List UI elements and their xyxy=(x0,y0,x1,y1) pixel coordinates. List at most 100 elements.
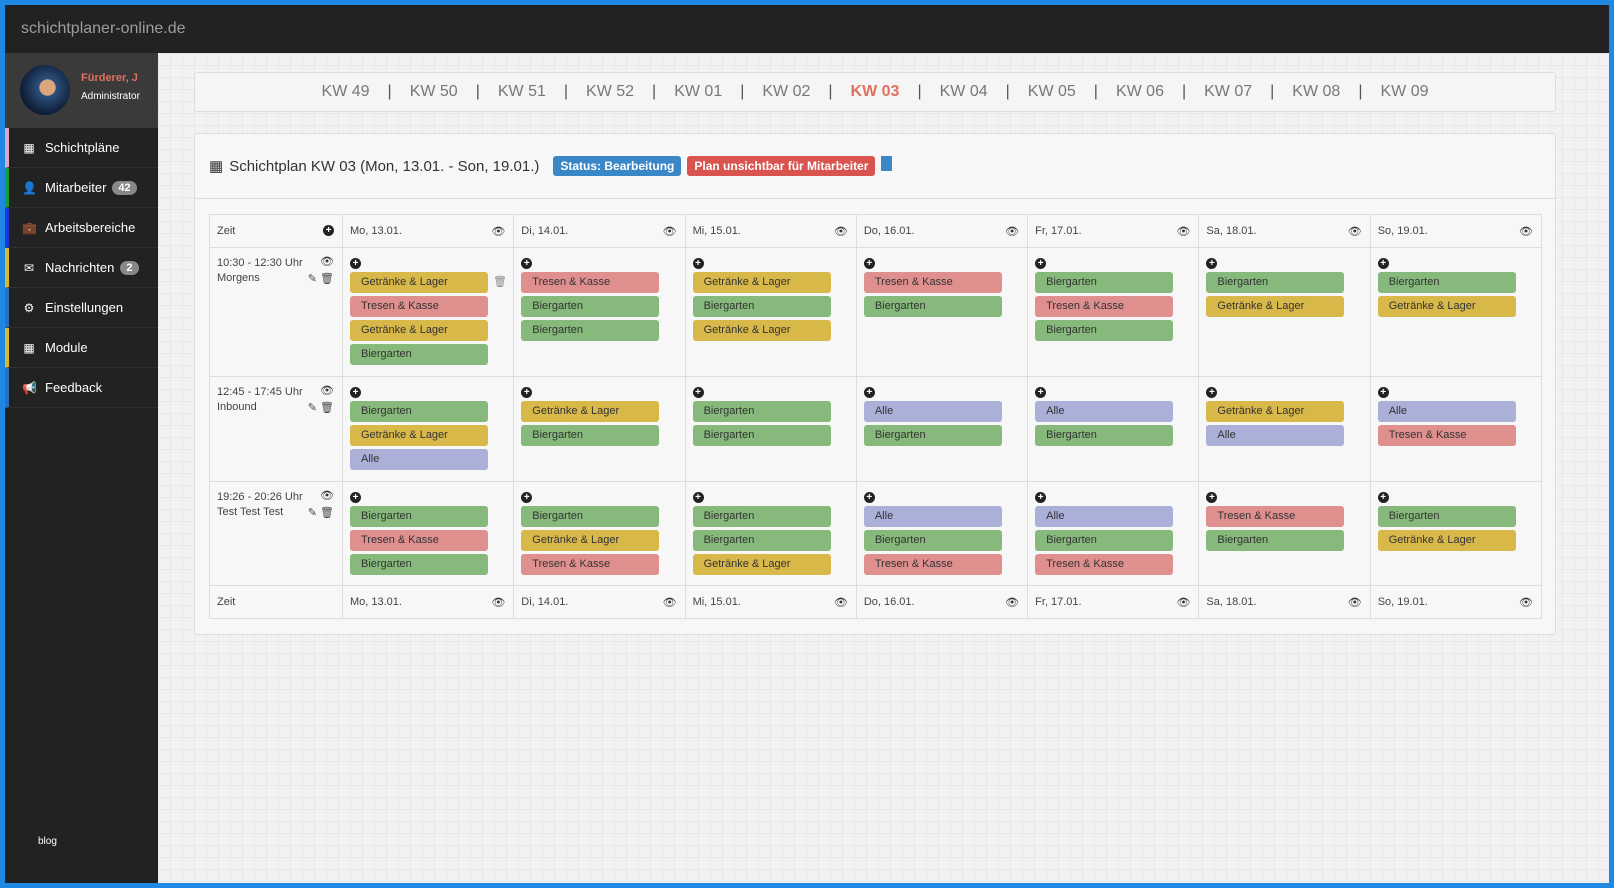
sidebar-item-module[interactable]: ▦ Module xyxy=(5,328,158,368)
week-link[interactable]: KW 04 xyxy=(939,83,988,100)
sidebar-item-feedback[interactable]: 📢 Feedback xyxy=(5,368,158,408)
add-assignment-icon[interactable]: + xyxy=(863,258,875,269)
eye-slash-icon[interactable]: 👁 xyxy=(1519,226,1533,238)
shift-chip[interactable]: Getränke & Lager xyxy=(1206,296,1345,317)
week-link[interactable]: KW 01 xyxy=(674,83,723,100)
shift-chip[interactable]: Biergarten xyxy=(1035,320,1174,341)
shift-chip[interactable]: Tresen & Kasse xyxy=(350,296,488,317)
trash-icon[interactable]: 🗑 xyxy=(493,276,507,288)
add-assignment-icon[interactable]: + xyxy=(350,387,361,398)
shift-chip[interactable]: Biergarten xyxy=(1206,530,1345,551)
shift-chip[interactable]: Getränke & Lager xyxy=(1377,530,1516,551)
add-assignment-icon[interactable]: + xyxy=(692,387,704,398)
shift-chip[interactable]: Alle xyxy=(1035,401,1174,422)
shift-chip[interactable]: Alle xyxy=(350,449,488,470)
shift-chip[interactable]: Biergarten xyxy=(1377,506,1516,527)
shift-chip[interactable]: Tresen & Kasse xyxy=(1206,506,1345,527)
eye-slash-icon[interactable]: 👁 xyxy=(320,490,334,502)
eye-slash-icon[interactable]: 👁 xyxy=(1005,597,1020,609)
shift-chip[interactable]: Biergarten xyxy=(521,320,660,341)
sidebar-item-mitarbeiter[interactable]: 👤 Mitarbeiter 42 xyxy=(5,168,158,208)
edit-icon[interactable]: ✎ xyxy=(307,402,317,414)
sidebar-item-arbeitsbereiche[interactable]: 💼 Arbeitsbereiche xyxy=(5,208,158,248)
week-link[interactable]: KW 49 xyxy=(321,83,370,100)
eye-slash-icon[interactable]: 👁 xyxy=(662,597,677,609)
shift-chip[interactable]: Biergarten xyxy=(692,530,831,551)
shift-chip[interactable]: Biergarten xyxy=(350,401,488,422)
add-assignment-icon[interactable]: + xyxy=(1035,492,1047,503)
shift-chip[interactable]: Biergarten xyxy=(350,506,488,527)
user-name[interactable]: Fürderer, J xyxy=(81,72,138,84)
week-link[interactable]: KW 06 xyxy=(1115,83,1164,100)
shift-chip[interactable]: Biergarten xyxy=(350,344,488,365)
shift-chip[interactable]: Biergarten xyxy=(692,401,831,422)
avatar[interactable] xyxy=(20,65,70,115)
add-assignment-icon[interactable]: + xyxy=(1035,387,1047,398)
add-assignment-icon[interactable]: + xyxy=(1377,492,1389,503)
add-assignment-icon[interactable]: + xyxy=(1377,387,1389,398)
visibility-badge[interactable]: Plan unsichtbar für Mitarbeiter xyxy=(687,156,876,176)
week-link[interactable]: KW 08 xyxy=(1292,83,1341,100)
shift-chip[interactable]: Tresen & Kasse xyxy=(1035,554,1174,575)
eye-slash-icon[interactable]: 👁 xyxy=(662,226,677,238)
shift-chip[interactable]: Biergarten xyxy=(521,296,660,317)
blog-link[interactable]: blog xyxy=(38,836,57,847)
week-link[interactable]: KW 02 xyxy=(762,83,811,100)
shift-chip[interactable]: Alle xyxy=(1035,506,1174,527)
week-link[interactable]: KW 52 xyxy=(586,83,635,100)
shift-chip[interactable]: Getränke & Lager xyxy=(350,320,488,341)
eye-slash-icon[interactable]: 👁 xyxy=(1519,597,1533,609)
shift-chip[interactable]: Tresen & Kasse xyxy=(863,272,1002,293)
shift-chip[interactable]: Alle xyxy=(1377,401,1516,422)
eye-slash-icon[interactable]: 👁 xyxy=(1347,597,1362,609)
shift-chip[interactable]: Tresen & Kasse xyxy=(1035,296,1174,317)
shift-chip[interactable]: Biergarten xyxy=(863,530,1002,551)
week-link[interactable]: KW 51 xyxy=(497,83,546,100)
sidebar-item-nachrichten[interactable]: ✉ Nachrichten 2 xyxy=(5,248,158,288)
shift-chip[interactable]: Biergarten xyxy=(350,554,488,575)
shift-chip[interactable]: Biergarten xyxy=(1035,272,1174,293)
trash-icon[interactable]: 🗑 xyxy=(320,507,334,519)
status-badge[interactable]: Status: Bearbeitung xyxy=(553,156,682,176)
shift-chip[interactable]: Getränke & Lager xyxy=(692,272,831,293)
shift-chip[interactable]: Tresen & Kasse xyxy=(863,554,1002,575)
eye-slash-icon[interactable]: 👁 xyxy=(1347,226,1362,238)
add-assignment-icon[interactable]: + xyxy=(521,258,533,269)
shift-chip[interactable]: Biergarten xyxy=(521,506,660,527)
shift-chip[interactable]: Biergarten xyxy=(863,296,1002,317)
app-title[interactable]: schichtplaner-online.de xyxy=(5,5,1609,53)
shift-chip[interactable]: Tresen & Kasse xyxy=(1377,425,1516,446)
add-assignment-icon[interactable]: + xyxy=(350,492,361,503)
shift-chip[interactable]: Tresen & Kasse xyxy=(521,272,660,293)
shift-chip[interactable]: Biergarten xyxy=(1035,530,1174,551)
week-link[interactable]: KW 50 xyxy=(409,83,458,100)
add-assignment-icon[interactable]: + xyxy=(863,492,875,503)
add-shift-icon[interactable]: + xyxy=(323,225,334,236)
trash-icon[interactable]: 🗑 xyxy=(320,273,334,285)
shift-chip[interactable]: Tresen & Kasse xyxy=(350,530,488,551)
shift-chip[interactable]: Biergarten xyxy=(521,425,660,446)
add-assignment-icon[interactable]: + xyxy=(521,387,533,398)
eye-slash-icon[interactable]: 👁 xyxy=(1005,226,1020,238)
add-assignment-icon[interactable]: + xyxy=(521,492,533,503)
eye-slash-icon[interactable]: 👁 xyxy=(833,226,848,238)
add-assignment-icon[interactable]: + xyxy=(692,258,704,269)
add-assignment-icon[interactable]: + xyxy=(1377,258,1389,269)
shift-chip[interactable]: Getränke & Lager xyxy=(1206,401,1345,422)
add-assignment-icon[interactable]: + xyxy=(1206,492,1218,503)
add-assignment-icon[interactable]: + xyxy=(863,387,875,398)
eye-slash-icon[interactable]: 👁 xyxy=(1176,597,1191,609)
edit-icon[interactable]: ✎ xyxy=(307,507,317,519)
shift-chip[interactable]: Getränke & Lager xyxy=(1377,296,1516,317)
shift-chip[interactable]: Getränke & Lager xyxy=(350,272,488,293)
week-link[interactable]: KW 07 xyxy=(1204,83,1253,100)
week-link[interactable]: KW 05 xyxy=(1027,83,1076,100)
add-assignment-icon[interactable]: + xyxy=(1206,258,1218,269)
shift-chip[interactable]: Biergarten xyxy=(1035,425,1174,446)
shift-chip[interactable]: Biergarten xyxy=(863,425,1002,446)
eye-slash-icon[interactable]: 👁 xyxy=(320,385,334,397)
eye-slash-icon[interactable]: 👁 xyxy=(320,256,334,268)
book-icon[interactable] xyxy=(881,155,893,171)
trash-icon[interactable]: 🗑 xyxy=(320,402,334,414)
eye-slash-icon[interactable]: 👁 xyxy=(491,597,506,609)
